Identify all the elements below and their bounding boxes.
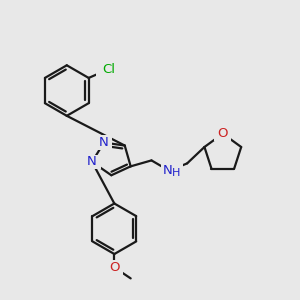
- Text: O: O: [109, 261, 120, 274]
- FancyBboxPatch shape: [214, 127, 231, 141]
- FancyBboxPatch shape: [106, 260, 123, 274]
- Text: Cl: Cl: [102, 63, 116, 76]
- FancyBboxPatch shape: [161, 164, 183, 178]
- Text: N: N: [99, 136, 109, 149]
- FancyBboxPatch shape: [96, 62, 122, 77]
- FancyBboxPatch shape: [84, 155, 100, 169]
- Text: N: N: [163, 164, 173, 177]
- FancyBboxPatch shape: [95, 135, 112, 150]
- Text: O: O: [218, 127, 228, 140]
- Text: H: H: [172, 168, 180, 178]
- Text: N: N: [87, 155, 97, 168]
